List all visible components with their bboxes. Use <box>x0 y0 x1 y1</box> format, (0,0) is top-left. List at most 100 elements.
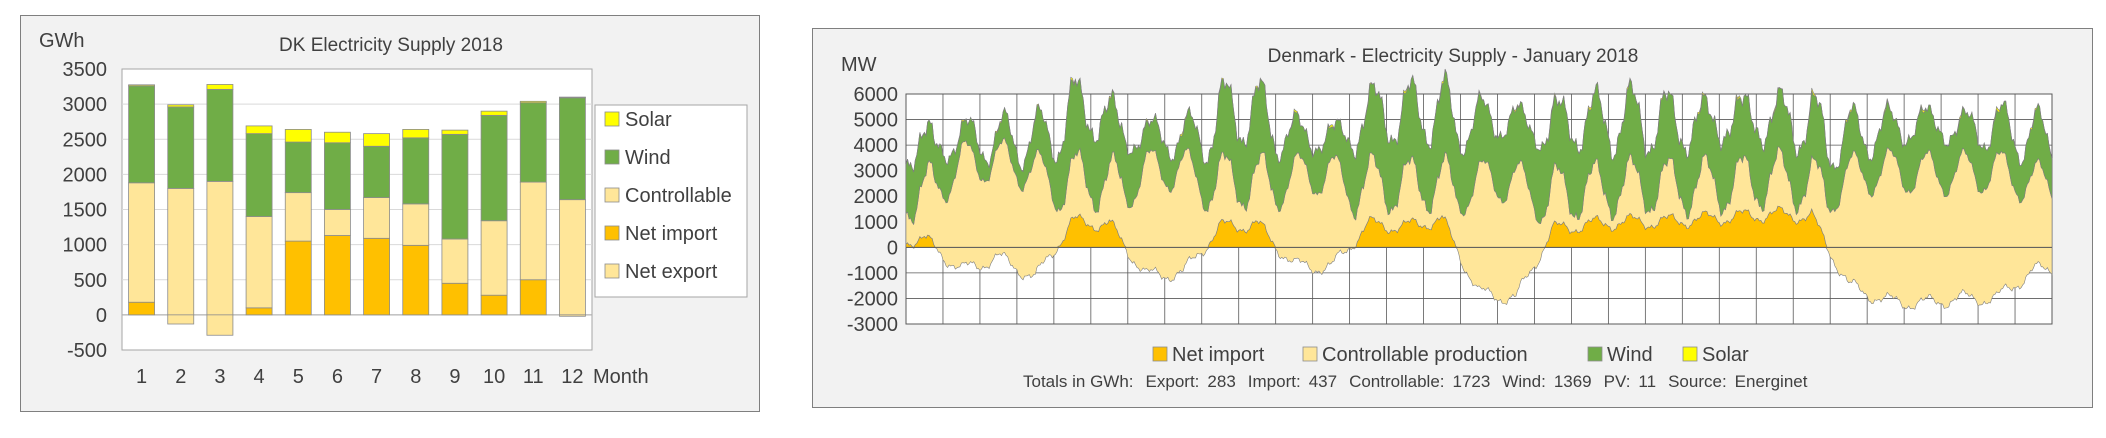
legend-label: Net import <box>625 223 718 245</box>
legend-label: Solar <box>1702 344 1749 366</box>
y-tick-label: 3000 <box>854 161 899 183</box>
x-tick-label: 4 <box>254 366 265 388</box>
bar-wind <box>363 145 390 198</box>
bar-controllable <box>559 199 586 316</box>
monthly-supply-chart-panel: DK Electricity Supply 2018 GWh Month -50… <box>20 15 760 412</box>
bar-solar <box>519 100 547 104</box>
bar-solar <box>167 104 195 108</box>
january-supply-chart: Denmark - Electricity Supply - January 2… <box>841 46 2053 391</box>
legend-box <box>594 104 748 298</box>
x-tick-label: 8 <box>410 366 421 388</box>
legend-swatch <box>1302 346 1318 362</box>
bar-controllable <box>128 182 155 303</box>
bar-controllable <box>206 180 234 316</box>
bar-net-import <box>363 237 390 316</box>
bar-net-import <box>480 294 508 316</box>
bar-controllable <box>519 181 547 281</box>
bar-wind <box>559 97 586 201</box>
bar-net-import <box>284 240 312 316</box>
y-tick-label: -1000 <box>847 263 898 285</box>
bar-solar <box>284 129 312 143</box>
bar-controllable <box>402 203 430 246</box>
legend-swatch <box>604 263 620 279</box>
footer-item-value: 437 <box>1309 372 1337 391</box>
bar-wind <box>480 114 508 222</box>
x-axis-label: Month <box>593 366 649 388</box>
bar-controllable <box>167 188 195 316</box>
legend-label: Wind <box>1607 344 1653 366</box>
bar-solar <box>324 131 351 144</box>
legend-label: Net export <box>625 261 718 283</box>
bar-wind <box>128 85 155 184</box>
y-tick-label: 4000 <box>854 135 899 157</box>
bar-net-import <box>402 244 430 316</box>
bar-solar <box>128 84 155 87</box>
y-tick-label: -2000 <box>847 288 898 310</box>
area-solar <box>905 68 2053 173</box>
bar-solar <box>402 129 430 139</box>
bar-net-import <box>245 307 273 316</box>
footer-item-label: Import: <box>1248 372 1301 391</box>
y-tick-label: 3500 <box>63 59 108 81</box>
footer-item-value: 1723 <box>1453 372 1491 391</box>
y-tick-label: 0 <box>887 237 898 259</box>
x-tick-label: 7 <box>371 366 382 388</box>
bar-solar <box>363 133 390 147</box>
x-tick-label: 5 <box>293 366 304 388</box>
footer-item-label: Source: <box>1668 372 1727 391</box>
footer-item-value: Energinet <box>1735 372 1808 391</box>
y-tick-label: 5000 <box>854 110 899 132</box>
y-tick-label: -3000 <box>847 314 898 336</box>
y-tick-label: 500 <box>74 270 107 292</box>
x-tick-label: 10 <box>483 366 505 388</box>
x-tick-label: 6 <box>332 366 343 388</box>
y-tick-label: 6000 <box>854 84 899 106</box>
x-tick-label: 12 <box>561 366 583 388</box>
x-tick-label: 11 <box>523 366 544 388</box>
bar-controllable <box>284 192 312 242</box>
bar-controllable <box>441 238 469 284</box>
y-tick-label: 2500 <box>63 129 108 151</box>
footer-item-label: PV: <box>1604 372 1631 391</box>
legend-label: Solar <box>625 109 672 131</box>
legend-swatch <box>604 187 620 203</box>
legend-swatch <box>1587 346 1603 362</box>
legend-swatch <box>604 225 620 241</box>
footer-label: Totals in GWh: <box>1023 372 1134 391</box>
y-tick-label: 1500 <box>63 200 108 222</box>
x-tick-label: 3 <box>214 366 225 388</box>
bar-net-import <box>519 279 547 316</box>
y-tick-label: -500 <box>67 340 107 362</box>
bar-controllable <box>245 216 273 309</box>
footer-item-value: 11 <box>1638 372 1656 391</box>
bar-net-export <box>206 314 234 336</box>
bar-wind <box>441 133 469 240</box>
legend-label: Controllable production <box>1322 344 1528 366</box>
legend-swatch <box>1682 346 1698 362</box>
bar-wind <box>284 141 312 194</box>
bar-net-import <box>128 301 155 316</box>
bar-wind <box>519 102 547 183</box>
monthly-supply-chart: DK Electricity Supply 2018 GWh Month -50… <box>39 30 748 388</box>
y-axis-label: MW <box>841 54 877 76</box>
footer-item-value: 1369 <box>1554 372 1592 391</box>
bar-solar <box>480 110 508 116</box>
bar-net-import <box>324 235 351 316</box>
legend-label: Controllable <box>625 185 732 207</box>
y-tick-label: 2000 <box>63 164 108 186</box>
y-axis-label: GWh <box>39 30 85 52</box>
bar-solar <box>206 84 234 90</box>
bar-wind <box>324 142 351 210</box>
y-tick-label: 1000 <box>854 212 899 234</box>
footer-item-label: Controllable: <box>1349 372 1444 391</box>
totals-footer: Totals in GWh: Export: 283 Import: 437 Contro… <box>1023 372 1808 391</box>
bar-controllable <box>363 197 390 239</box>
bar-net-import <box>441 282 469 316</box>
bar-wind <box>206 88 234 182</box>
january-supply-chart-panel: Denmark - Electricity Supply - January 2… <box>812 28 2093 408</box>
legend-label: Net import <box>1172 344 1265 366</box>
y-tick-label: 3000 <box>63 94 108 116</box>
legend-swatch <box>1152 346 1168 362</box>
x-tick-label: 1 <box>136 366 147 388</box>
y-tick-label: 1000 <box>63 235 108 257</box>
